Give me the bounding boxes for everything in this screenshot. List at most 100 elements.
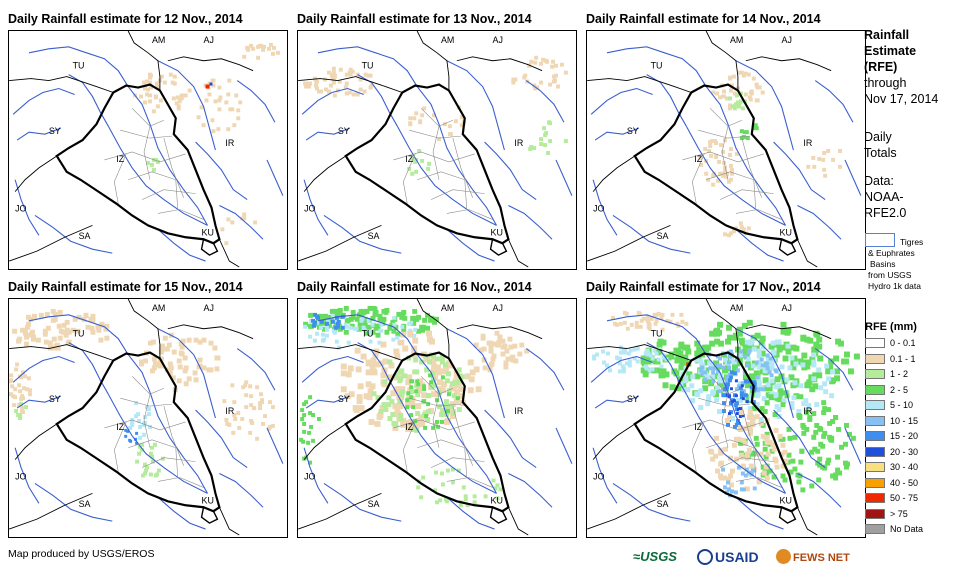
rain-cell [751,400,756,405]
legend-label: 0 - 0.1 [890,338,916,348]
rain-cell [770,441,776,447]
province-layer [393,108,493,220]
rain-cell [617,356,622,361]
rain-cell [382,379,388,385]
country-border [705,31,739,91]
rain-cell [734,387,739,392]
rain-cell [128,438,132,442]
rain-cell [491,478,496,483]
rain-cell [358,308,364,314]
rain-cell [618,321,623,326]
rain-cell [411,405,416,410]
rain-cell [690,398,696,404]
rain-cell [774,404,780,410]
country-label-iz: IZ [116,154,124,164]
rain-cell [731,442,737,448]
rain-cell [458,503,463,508]
basin-outline [646,74,687,127]
basin-description: Tigres & Euphrates Basins from USGS Hydr… [866,237,966,292]
rain-cell [447,132,452,137]
rain-cell [422,399,427,404]
rain-cell [393,324,399,330]
rain-cell [774,376,781,383]
province-boundary [735,477,782,488]
rain-cell [135,431,139,435]
rain-cell [90,313,96,319]
rain-cell [19,397,24,402]
rain-cell [459,115,464,120]
basin-outline [236,80,276,123]
rain-cell [734,151,739,156]
rain-cell [753,370,760,377]
rain-cell [727,75,732,80]
rain-cell [831,157,836,162]
rain-cell [721,150,726,154]
province-boundary [163,406,184,466]
rain-cell [344,91,349,96]
country-label-iz: IZ [694,154,702,164]
rain-cell [313,312,318,317]
basin-outline [127,86,208,226]
rain-cell [777,433,783,439]
rain-cell [773,392,779,398]
rain-cell [381,308,387,314]
rain-cell [624,361,629,366]
rain-cell [694,340,701,347]
rain-cell [830,377,837,384]
rain-cell [216,127,221,132]
basin-outline [612,214,691,254]
rain-cell [738,99,743,104]
rain-cell [742,440,748,446]
rain-cell [439,359,445,365]
rain-cell [446,388,452,394]
rain-cell [788,374,795,381]
country-label-am: AM [730,303,743,313]
basin-outline [555,159,573,196]
basin-outline [396,125,497,226]
country-label-ir: IR [803,406,812,416]
rain-cell [765,366,770,371]
rain-cell [455,396,460,401]
country-border [303,155,347,192]
rain-cell [758,451,764,457]
country-label-jo: JO [15,203,26,213]
rain-cell [211,83,216,88]
rain-cell [413,327,418,332]
basin-outline [590,355,653,383]
rain-cell [715,468,721,474]
rain-cell [539,80,544,85]
rain-cell [343,85,348,90]
rain-cell [722,401,726,406]
rain-cell [137,451,142,456]
country-border [14,423,58,460]
rain-cell [675,385,682,392]
rain-cell [270,51,275,56]
rain-cell [414,389,419,394]
rain-cell [186,337,192,343]
legend-swatch [865,415,885,426]
rain-cell [764,434,770,440]
rain-cell [63,332,69,338]
rain-cell [311,413,316,418]
country-border [416,299,450,359]
rain-cell [700,365,705,370]
rain-cell [701,345,708,352]
rain-cell [815,448,821,454]
rain-cell [75,328,81,334]
country-border [416,31,450,91]
rain-cell [170,80,175,85]
rain-cell [24,341,29,347]
rain-cell [614,322,619,327]
rain-cell [428,373,433,378]
rain-cell [827,420,833,426]
country-label-sa: SA [657,231,669,241]
rain-cell [736,408,740,412]
rain-cell [695,392,701,398]
rain-cell [362,318,368,324]
basin-outline [592,179,618,236]
rain-cell [769,391,775,397]
rain-cell [370,315,376,321]
